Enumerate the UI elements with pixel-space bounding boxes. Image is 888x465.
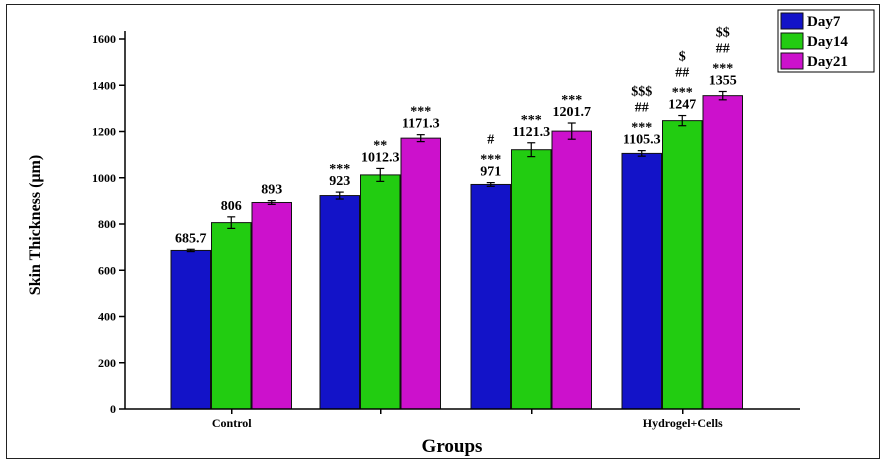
significance-marker: *** xyxy=(561,93,582,108)
bar-day14-4 xyxy=(662,120,703,410)
y-tick-label: 800 xyxy=(98,217,116,231)
data-label: 971 xyxy=(480,165,501,180)
y-tick-label: 600 xyxy=(98,263,116,277)
bar-day21-1 xyxy=(251,201,292,410)
x-axis-title: Groups xyxy=(422,436,483,457)
bar-day14-1 xyxy=(211,222,252,410)
data-label: 806 xyxy=(221,199,242,214)
bar-day7-3 xyxy=(470,183,511,410)
data-label: 1201.7 xyxy=(553,105,592,120)
y-tick-label: 1200 xyxy=(92,125,116,139)
significance-marker: # xyxy=(487,133,494,148)
significance-marker: *** xyxy=(712,61,733,76)
x-tick-label: Control xyxy=(212,416,252,430)
x-tick-label: Hydrogel+Cells xyxy=(643,416,723,430)
bar-day21-4 xyxy=(702,95,743,410)
y-tick-label: 400 xyxy=(98,310,116,324)
significance-marker: $$$ xyxy=(631,85,652,100)
significance-marker: *** xyxy=(410,105,431,120)
significance-marker: *** xyxy=(672,86,693,101)
bar-day7-1 xyxy=(170,249,211,410)
significance-marker: *** xyxy=(329,162,350,177)
legend-label-day7: Day7 xyxy=(807,14,841,30)
y-axis: 0 200 400 600 800 1000 1200 1400 1600 xyxy=(92,31,126,416)
data-label: 1012.3 xyxy=(361,150,400,165)
x-axis: Control Hydrogel+Cells xyxy=(125,408,800,430)
data-label: 1171.3 xyxy=(402,117,440,132)
legend-swatch-day21 xyxy=(780,52,804,70)
significance-marker: $ xyxy=(679,50,686,65)
data-label: 1247 xyxy=(668,98,696,113)
legend-swatch-day7 xyxy=(780,12,804,30)
data-label: 923 xyxy=(329,174,350,189)
legend-label-day14: Day14 xyxy=(807,34,848,50)
significance-marker: *** xyxy=(521,113,542,128)
data-label: 685.7 xyxy=(175,231,207,246)
data-label: 1105.3 xyxy=(623,133,661,148)
data-label: 1355 xyxy=(709,73,737,88)
bar-day21-2 xyxy=(400,137,441,410)
legend-swatch-day14 xyxy=(780,32,804,50)
bar-day7-4 xyxy=(621,152,662,410)
data-label: 893 xyxy=(261,183,282,198)
y-tick-label: 1400 xyxy=(92,78,116,92)
y-tick-label: 200 xyxy=(98,356,116,370)
significance-marker: *** xyxy=(631,121,652,136)
significance-marker: ## xyxy=(716,41,730,56)
y-tick-label: 1000 xyxy=(92,171,116,185)
y-tick-label: 1600 xyxy=(92,32,116,46)
data-label: 1121.3 xyxy=(512,125,550,140)
bar-day14-2 xyxy=(360,174,401,410)
significance-marker: ## xyxy=(635,101,649,116)
bars xyxy=(170,90,743,410)
y-tick-label: 0 xyxy=(110,402,116,416)
bar-day7-2 xyxy=(319,195,360,410)
significance-marker: ## xyxy=(675,66,689,81)
significance-marker: ** xyxy=(373,138,387,153)
legend-label-day21: Day21 xyxy=(807,54,848,70)
bar-day14-3 xyxy=(511,149,552,410)
significance-marker: *** xyxy=(480,153,501,168)
significance-marker: $$ xyxy=(716,25,730,40)
y-axis-title: Skin Thickness (μm) xyxy=(27,155,44,295)
legend: Day7 Day14 Day21 xyxy=(777,9,875,73)
bar-day21-3 xyxy=(551,130,592,410)
